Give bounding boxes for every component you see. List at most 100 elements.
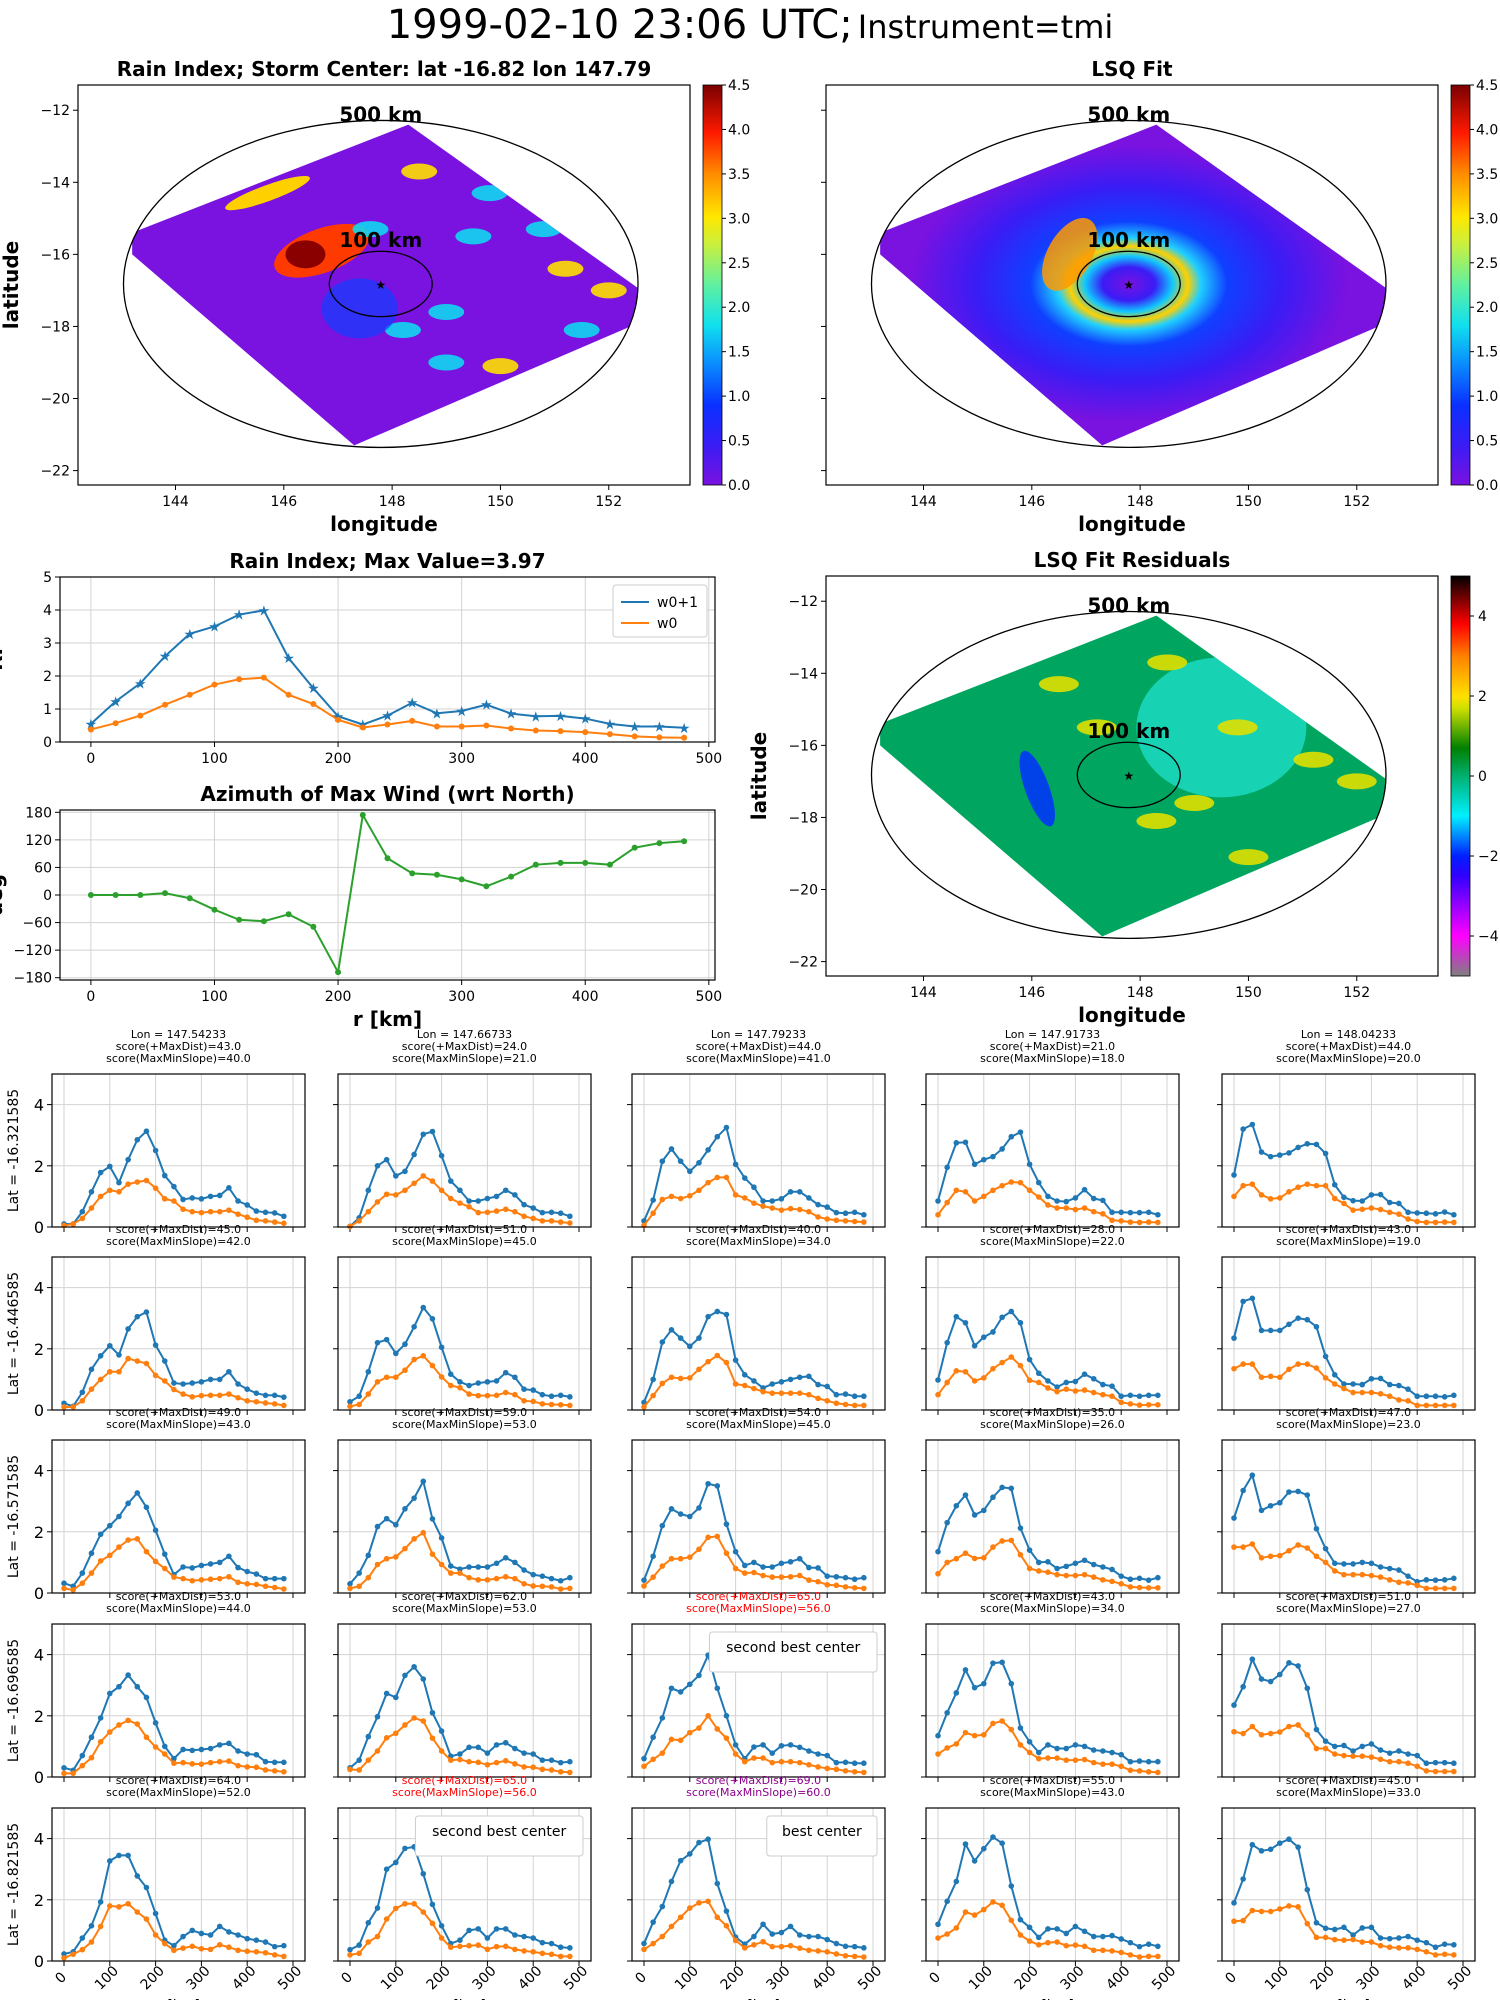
x-tick-label: 0: [52, 1969, 70, 1987]
data-point: [365, 1757, 372, 1763]
y-tick-label: −60: [22, 916, 52, 932]
data-point: [650, 1574, 656, 1580]
data-point: [787, 1742, 794, 1748]
data-point: [1249, 1541, 1256, 1547]
data-point: [1432, 1211, 1439, 1217]
data-point: [705, 1480, 711, 1487]
data-point: [1277, 1906, 1283, 1912]
data-point: [1240, 1487, 1246, 1494]
data-point: [107, 1903, 113, 1909]
data-point: [1136, 1943, 1143, 1950]
data-point: [161, 1743, 168, 1750]
data-point: [88, 1550, 95, 1557]
axes-frame: [337, 1623, 592, 1778]
data-point: [1109, 1566, 1115, 1573]
data-point: [262, 1583, 269, 1590]
data-point: [1054, 1205, 1060, 1211]
axes-frame: [51, 1623, 306, 1778]
data-point: [787, 1758, 794, 1765]
data-point: [1063, 1942, 1070, 1949]
data-point-star: ★: [431, 706, 444, 722]
axes-frame: [1221, 1439, 1476, 1594]
y-axis-label: latitude: [0, 241, 23, 329]
data-point: [281, 1220, 287, 1227]
data-point: [696, 1546, 702, 1553]
data-point: [681, 734, 688, 741]
data-point: [971, 1912, 978, 1918]
data-point: [1063, 1205, 1070, 1211]
data-point: [171, 1386, 177, 1393]
data-point: [962, 1667, 969, 1673]
data-point: [1267, 1908, 1274, 1915]
map-axes-frame: [825, 575, 1439, 977]
data-point: [189, 1380, 196, 1386]
series-line-w0: [63, 1537, 285, 1591]
data-point: [824, 1216, 830, 1222]
data-point: [999, 1840, 1005, 1846]
data-point: [244, 1948, 250, 1955]
data-point: [1377, 1935, 1384, 1941]
data-point: [641, 1755, 647, 1762]
series-line-azimuth: [90, 812, 685, 976]
data-point: [198, 1392, 205, 1399]
data-point: [824, 1398, 830, 1404]
data-point: [1359, 1198, 1366, 1204]
data-point: [861, 1769, 867, 1776]
data-point: [457, 1943, 463, 1950]
data-point: [1045, 1202, 1051, 1208]
data-point: [806, 1208, 812, 1215]
subplot-lon-label: Lon = 147.54233: [131, 1028, 226, 1041]
data-point: [935, 1570, 941, 1577]
data-point: [1045, 1558, 1051, 1565]
data-point: [1377, 1942, 1384, 1949]
data-point: [548, 1757, 555, 1763]
data-point: [705, 1534, 711, 1541]
y-tick-label: 2: [34, 1157, 44, 1176]
data-point: [88, 1939, 95, 1945]
data-point: [310, 701, 317, 708]
data-point: [466, 1744, 472, 1751]
data-point: [696, 1505, 702, 1511]
x-tick-label: 200: [424, 1963, 454, 1993]
data-point: [508, 873, 515, 880]
data-point: [1451, 1768, 1457, 1775]
data-point: [1109, 1761, 1115, 1767]
data-point: [1441, 1219, 1448, 1225]
data-point: [650, 1919, 656, 1925]
data-point: [751, 1385, 757, 1392]
series-line-w0+1: [349, 1130, 571, 1228]
data-point: [429, 1316, 436, 1322]
data-point: [429, 1178, 436, 1184]
data-point: [253, 1208, 260, 1214]
data-point: [143, 1694, 150, 1701]
data-point: [714, 1174, 721, 1181]
data-point: [475, 1380, 482, 1386]
data-point: [962, 1139, 969, 1146]
y-tick-label: 4: [34, 1646, 44, 1665]
data-point: [347, 1581, 353, 1587]
data-point: [180, 1575, 186, 1582]
data-point: [271, 1584, 278, 1591]
data-point: [981, 1845, 987, 1852]
data-point: [1267, 1153, 1274, 1160]
res-positive-cell: [1038, 676, 1079, 693]
rain-cell: [482, 358, 519, 375]
data-point: [1072, 1923, 1079, 1930]
data-point: [356, 1583, 362, 1590]
data-point: [1322, 1375, 1329, 1381]
data-point: [521, 1567, 527, 1573]
axes-frame: [925, 1439, 1180, 1594]
data-point: [61, 1955, 67, 1961]
data-point: [842, 1401, 849, 1408]
data-point: [1081, 1756, 1088, 1763]
data-point: [180, 1196, 186, 1203]
data-point: [999, 1146, 1005, 1152]
data-point: [502, 1573, 509, 1580]
data-point: [1414, 1393, 1420, 1400]
x-tick-label: 400: [229, 1963, 259, 1993]
rain-cell: [590, 282, 627, 299]
data-point: [723, 1908, 730, 1914]
data-point: [152, 1720, 159, 1726]
data-point: [751, 1200, 757, 1206]
data-point: [1286, 1489, 1292, 1495]
